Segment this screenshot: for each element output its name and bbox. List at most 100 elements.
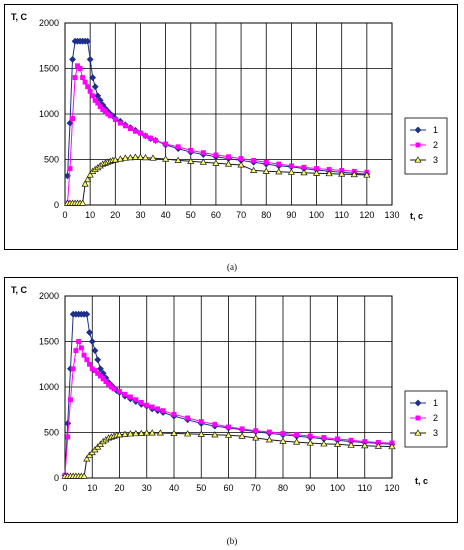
data-point (280, 430, 286, 436)
data-point (132, 128, 138, 134)
x-tick-label: 0 (62, 483, 67, 493)
x-tick-label: 90 (286, 210, 296, 220)
legend-label-2: 2 (433, 140, 438, 150)
x-tick-label: 0 (62, 210, 67, 220)
data-point (100, 376, 106, 382)
x-tick-label: 110 (335, 210, 349, 220)
x-tick-label: 80 (278, 483, 288, 493)
data-point (333, 440, 342, 447)
y-tick-label: 0 (54, 473, 59, 483)
data-point (301, 164, 307, 170)
data-point (338, 170, 346, 177)
chart-a: 0 10 20 30 40 50 60 70 80 90 100 110 120 130 0 500 1000 1… (11, 12, 448, 221)
data-point (83, 310, 91, 318)
data-point (175, 144, 181, 150)
data-point (162, 155, 170, 162)
data-point (111, 156, 119, 163)
data-point (160, 408, 166, 414)
data-point (92, 368, 98, 374)
data-point (68, 397, 73, 403)
legend-label-1: 1 (433, 125, 438, 135)
data-point (97, 365, 104, 373)
data-point (263, 159, 269, 165)
y-tick-label: 2000 (39, 291, 59, 301)
data-point (87, 361, 92, 367)
data-point (126, 153, 135, 161)
legend-box (404, 117, 448, 175)
legend-marker-3 (414, 429, 422, 436)
data-point (265, 436, 273, 443)
data-point (185, 415, 191, 421)
data-point (121, 430, 129, 437)
legend-marker-3 (414, 156, 422, 163)
y-tick-label: 1000 (39, 382, 59, 392)
data-point (251, 157, 257, 163)
data-point (69, 55, 76, 63)
data-point (211, 431, 219, 438)
x-tick-label: 120 (359, 210, 374, 220)
data-point (197, 430, 205, 437)
data-point (117, 389, 122, 394)
data-point (67, 166, 73, 172)
data-point (388, 442, 396, 450)
data-point (237, 161, 245, 168)
data-point (287, 168, 295, 175)
chart-panel-b: 0 10 20 30 40 50 60 70 80 90 100 110 120 0 500 1000 1500… (4, 277, 458, 523)
legend-marker-2 (415, 142, 421, 148)
data-point (212, 159, 220, 166)
data-point (81, 352, 87, 358)
data-point (199, 158, 207, 165)
legend-marker-1 (414, 126, 422, 134)
data-point (95, 370, 101, 376)
data-point (238, 432, 246, 439)
x-tick-label: 130 (384, 210, 399, 220)
data-point (174, 156, 182, 163)
data-point (300, 168, 308, 176)
data-point (112, 117, 118, 122)
data-point (149, 154, 157, 161)
data-point (325, 169, 333, 177)
data-point (275, 168, 283, 175)
data-point (75, 63, 81, 69)
data-point (107, 113, 113, 119)
data-point (86, 171, 94, 178)
data-point (138, 130, 143, 136)
legend-marker-2 (415, 415, 421, 421)
data-point (103, 379, 109, 384)
data-point (149, 404, 155, 410)
x-tick-label: 20 (110, 210, 120, 220)
data-point (374, 442, 382, 449)
data-point (200, 150, 206, 156)
data-point (115, 431, 124, 438)
data-point (163, 141, 169, 147)
data-point (88, 338, 96, 345)
legend-label-2: 2 (433, 413, 438, 423)
data-point (294, 432, 300, 438)
data-point (83, 455, 91, 462)
data-point (238, 156, 244, 162)
data-point (137, 429, 145, 436)
data-point (73, 348, 79, 354)
data-point (127, 394, 133, 400)
data-point (86, 328, 93, 336)
data-point (65, 434, 71, 440)
data-point (187, 157, 195, 164)
data-point (276, 161, 282, 167)
data-point (70, 116, 75, 121)
data-point (307, 433, 313, 439)
data-point (122, 391, 128, 397)
x-tick-label: 20 (114, 483, 124, 493)
data-point (226, 154, 231, 160)
data-point (78, 345, 84, 351)
data-point (170, 429, 178, 436)
data-point (253, 428, 259, 434)
data-point (77, 66, 83, 71)
x-tick-label: 50 (196, 483, 206, 493)
data-point (136, 153, 145, 160)
data-point (293, 438, 301, 445)
data-point (335, 436, 340, 442)
x-tick-label: 10 (87, 483, 97, 493)
data-point (132, 429, 140, 437)
data-point (116, 155, 124, 162)
x-tick-label: 30 (135, 210, 145, 220)
